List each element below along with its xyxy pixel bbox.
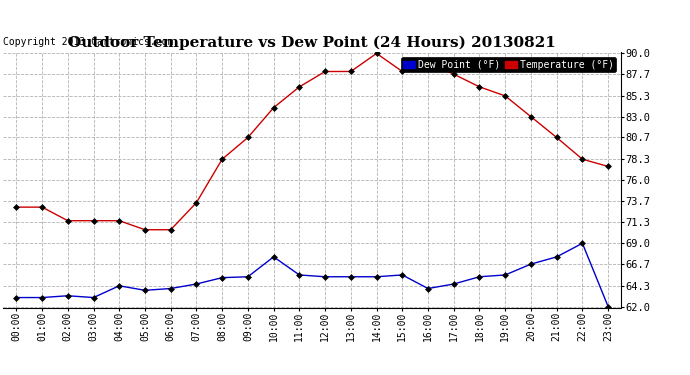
Title: Outdoor Temperature vs Dew Point (24 Hours) 20130821: Outdoor Temperature vs Dew Point (24 Hou… [68, 36, 556, 50]
Legend: Dew Point (°F), Temperature (°F): Dew Point (°F), Temperature (°F) [401, 57, 616, 72]
Text: Copyright 2013 Cartronics.com: Copyright 2013 Cartronics.com [3, 38, 174, 47]
